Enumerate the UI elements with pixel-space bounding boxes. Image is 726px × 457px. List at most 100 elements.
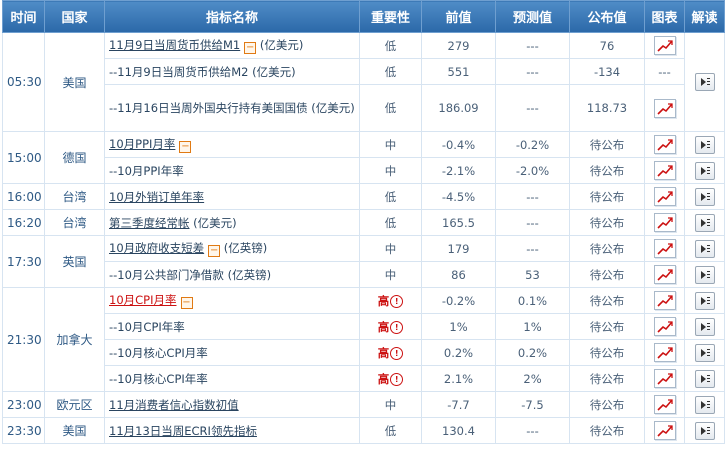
alert-icon: ! (390, 294, 404, 308)
analysis-cell (684, 235, 725, 262)
analysis-icon[interactable] (694, 73, 715, 91)
indicator-link[interactable]: 10月PPI月率 (109, 137, 176, 151)
table-row: 16:00 台湾 10月外销订单年率 低 -4.5% --- 待公布 (2, 183, 725, 210)
chart-icon[interactable] (653, 265, 676, 284)
chart-cell (644, 365, 685, 392)
indicator-link[interactable]: 11月13日当周ECRI领先指标 (109, 423, 257, 438)
indicator-cell: 11月消费者信心指数初值 (104, 391, 360, 418)
table-row: --11月16日当周外国央行持有美国国债 (亿美元) 低 186.09 --- … (3, 84, 725, 132)
event-country: 德国 (44, 131, 105, 184)
analysis-cell (684, 313, 725, 340)
importance-low: 低 (359, 32, 422, 59)
analysis-icon[interactable] (694, 291, 715, 310)
collapse-icon[interactable]: − (208, 245, 221, 257)
alert-icon: ! (390, 372, 404, 386)
chart-icon[interactable] (653, 36, 676, 55)
chart-icon[interactable] (653, 213, 676, 232)
chart-icon[interactable] (653, 239, 676, 258)
previous-value: -4.5% (421, 183, 496, 210)
chart-icon[interactable] (653, 161, 676, 180)
analysis-icon[interactable] (694, 213, 715, 232)
forecast-value: --- (495, 235, 570, 262)
indicator-cell: 11月9日当周货币供给M1− (亿美元) (104, 32, 360, 59)
chart-icon[interactable] (653, 135, 676, 154)
collapse-icon[interactable]: − (244, 42, 257, 54)
header-row: 时间 国家 指标名称 重要性 前值 预测值 公布值 图表 解读 (2, 0, 725, 33)
col-country: 国家 (44, 0, 105, 33)
analysis-icon[interactable] (694, 343, 715, 362)
indicator-link[interactable]: 10月政府收支短差 (109, 241, 205, 255)
importance-low: 低 (359, 417, 422, 444)
forecast-value: --- (495, 209, 570, 236)
importance-medium: 中 (359, 261, 422, 288)
chart-cell (644, 32, 685, 59)
indicator-name: --10月CPI年率 (104, 313, 360, 340)
forecast-value: -2.0% (495, 157, 570, 184)
analysis-icon[interactable] (694, 317, 715, 336)
analysis-icon[interactable] (694, 239, 715, 258)
chart-icon[interactable] (653, 187, 676, 206)
chart-icon[interactable] (653, 421, 676, 440)
previous-value: 130.4 (421, 417, 496, 444)
indicator-link[interactable]: 10月外销订单年率 (109, 189, 205, 204)
analysis-icon[interactable] (694, 187, 715, 206)
collapse-icon[interactable]: − (179, 141, 192, 153)
actual-value: 待公布 (569, 417, 645, 444)
chart-icon[interactable] (653, 98, 676, 118)
importance-low: 低 (359, 84, 422, 132)
table-row: 23:00 欧元区 11月消费者信心指数初值 中 -7.7 -7.5 待公布 (2, 391, 725, 418)
chart-cell (644, 183, 685, 210)
analysis-icon[interactable] (694, 135, 715, 154)
event-time: 15:00 (2, 131, 45, 184)
table-row: --10月公共部门净借款 (亿英镑) 中 86 53 待公布 (3, 261, 725, 288)
indicator-unit: (亿英镑) (223, 241, 268, 255)
indicator-name: --11月16日当周外国央行持有美国国债 (亿美元) (104, 84, 360, 132)
event-time: 23:00 (2, 391, 45, 418)
actual-value: 待公布 (569, 157, 645, 184)
analysis-icon[interactable] (694, 161, 715, 180)
table-row: --10月CPI年率 高! 1% 1% 待公布 (3, 313, 725, 340)
analysis-icon[interactable] (694, 421, 715, 440)
chart-cell (644, 287, 685, 314)
table-row: 23:30 美国 11月13日当周ECRI领先指标 低 130.4 --- 待公… (2, 417, 725, 444)
event-country: 台湾 (44, 209, 105, 236)
chart-cell (644, 391, 685, 418)
forecast-value: --- (495, 58, 570, 85)
forecast-value: -0.2% (495, 131, 570, 158)
indicator-name: --11月9日当周货币供给M2 (亿美元) (104, 58, 360, 85)
importance-cell: 高! (359, 313, 422, 340)
analysis-cell (684, 339, 725, 366)
indicator-link[interactable]: 11月消费者信心指数初值 (109, 397, 239, 412)
chart-icon[interactable] (653, 369, 676, 388)
chart-cell (644, 261, 685, 288)
forecast-value: --- (495, 32, 570, 59)
chart-icon[interactable] (653, 395, 676, 414)
actual-value: -134 (569, 58, 645, 85)
previous-value: -0.4% (421, 131, 496, 158)
indicator-unit: (亿美元) (193, 215, 237, 230)
indicator-link[interactable]: 11月9日当周货币供给M1 (109, 38, 241, 52)
indicator-link[interactable]: 第三季度经常帐 (109, 215, 190, 230)
alert-icon: ! (390, 320, 404, 334)
chart-icon[interactable] (653, 343, 676, 362)
analysis-cell (684, 183, 725, 210)
analysis-cell (684, 287, 725, 314)
actual-value: 待公布 (569, 365, 645, 392)
chart-icon[interactable] (653, 317, 676, 336)
analysis-icon[interactable] (694, 265, 715, 284)
event-country: 美国 (44, 32, 105, 132)
importance-high: 高 (377, 319, 390, 334)
collapse-icon[interactable]: − (180, 297, 193, 309)
importance-low: 低 (359, 209, 422, 236)
chart-icon[interactable] (653, 291, 676, 310)
indicator-link[interactable]: 10月CPI月率 (109, 293, 177, 307)
importance-low: 低 (359, 58, 422, 85)
importance-medium: 中 (359, 391, 422, 418)
analysis-icon[interactable] (694, 395, 715, 414)
previous-value: 86 (421, 261, 496, 288)
importance-high: 高 (377, 345, 390, 360)
analysis-cell (684, 157, 725, 184)
analysis-icon[interactable] (694, 369, 715, 388)
analysis-cell (684, 32, 725, 132)
importance-medium: 中 (359, 235, 422, 262)
